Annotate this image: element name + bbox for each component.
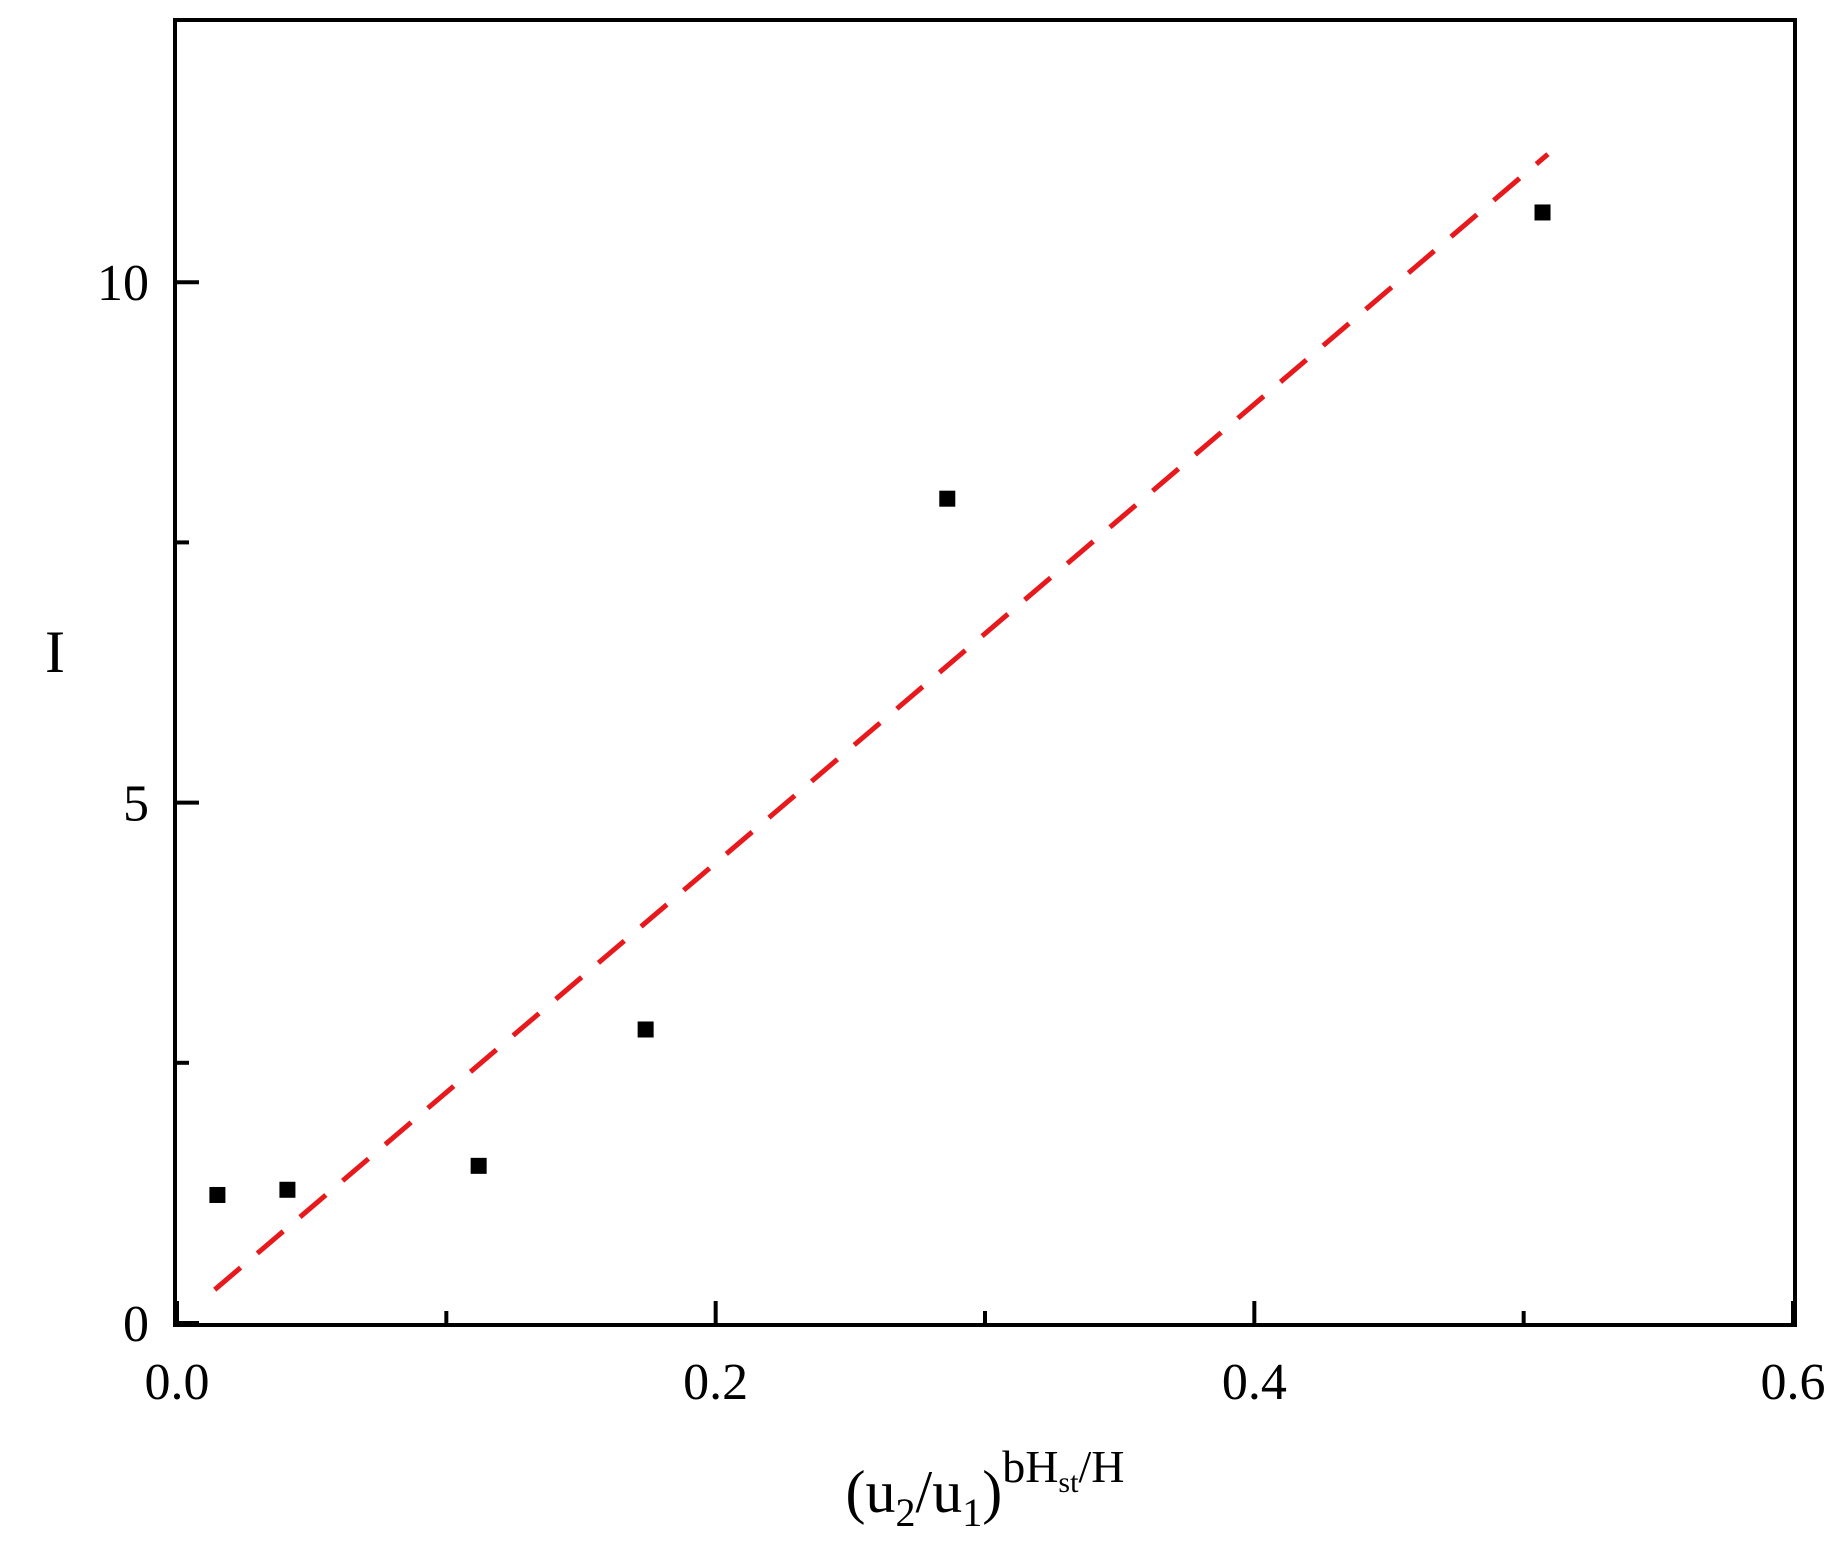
- data-point: [637, 1021, 654, 1038]
- x-tick-label: 0.6: [1761, 1354, 1826, 1411]
- data-point: [279, 1181, 296, 1198]
- x-axis-label-sub1: 2: [896, 1490, 916, 1535]
- x-axis-label: (u2/u1)bHst/H: [846, 1441, 1125, 1535]
- x-tick-label: 0.2: [683, 1354, 748, 1411]
- data-points-layer: [209, 204, 1551, 1203]
- y-tick-label: 5: [123, 776, 149, 833]
- data-point: [470, 1157, 487, 1174]
- plot-frame: [173, 18, 1797, 1327]
- x-axis-label-sub2: 1: [962, 1490, 982, 1535]
- y-axis-label: I: [45, 619, 65, 685]
- x-axis-label-base: (u: [846, 1459, 896, 1525]
- data-point: [209, 1186, 226, 1203]
- axis-ticks-layer: 0.0 0.2 0.4 0.6 0 5 10: [97, 255, 1826, 1411]
- x-tick-label: 0.0: [145, 1354, 210, 1411]
- y-tick-label: 10: [97, 255, 149, 312]
- fit-line: [213, 152, 1550, 1292]
- x-axis-label-mid: /u: [916, 1459, 963, 1525]
- data-point: [1534, 204, 1551, 221]
- x-axis-label-sup-b: /H: [1078, 1441, 1124, 1492]
- y-tick-label: 0: [123, 1296, 149, 1353]
- data-point: [939, 490, 956, 507]
- x-axis-label-sup-a: bH: [1002, 1441, 1058, 1492]
- fit-line-layer: [213, 152, 1550, 1292]
- x-axis-label-sup-sub: st: [1058, 1466, 1079, 1499]
- x-axis-label-close: ): [982, 1459, 1002, 1525]
- x-tick-label: 0.4: [1222, 1354, 1287, 1411]
